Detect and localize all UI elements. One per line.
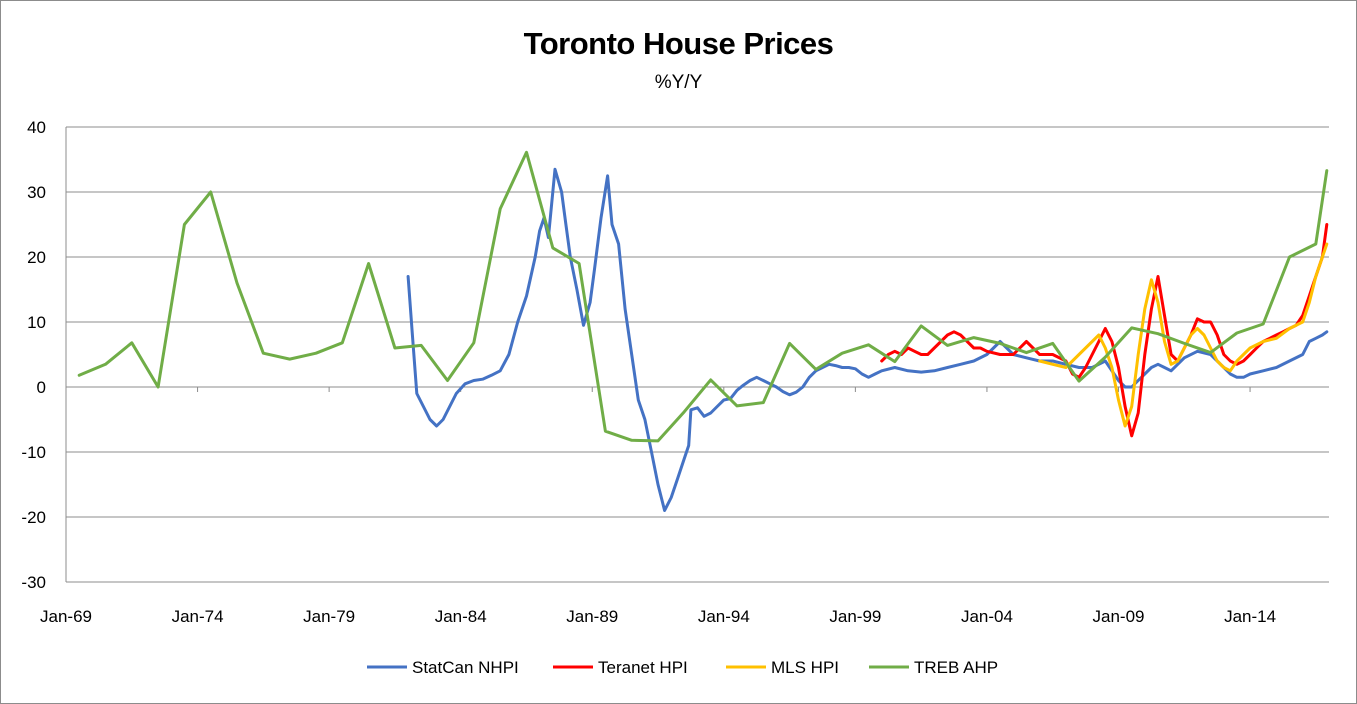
x-tick-label: Jan-74: [172, 607, 224, 626]
series-line-3: [77, 150, 1329, 443]
y-tick-label: 20: [27, 248, 46, 267]
y-tick-label: -30: [21, 573, 46, 592]
x-tick-label: Jan-04: [961, 607, 1013, 626]
x-tick-label: Jan-94: [698, 607, 750, 626]
series-line-2: [1038, 242, 1329, 428]
y-tick-label: 40: [27, 118, 46, 137]
y-tick-label: -10: [21, 443, 46, 462]
series-lines: [77, 150, 1329, 512]
legend-label: StatCan NHPI: [412, 658, 519, 677]
y-tick-label: -20: [21, 508, 46, 527]
x-tick-label: Jan-79: [303, 607, 355, 626]
axes: 40 30 20 10 0 -10 -20 -30 Jan-69 Jan-74 Jan-79 Jan-…: [21, 118, 1329, 626]
chart-subtitle: %Y/Y: [654, 72, 703, 93]
x-tick-label: Jan-14: [1224, 607, 1276, 626]
legend-label: TREB AHP: [914, 658, 998, 677]
x-tick-label: Jan-69: [40, 607, 92, 626]
y-tick-label: 10: [27, 313, 46, 332]
x-tick-label: Jan-09: [1093, 607, 1145, 626]
y-tick-label: 0: [37, 378, 46, 397]
x-tick-label: Jan-99: [829, 607, 881, 626]
legend-label: MLS HPI: [771, 658, 839, 677]
legend-label: Teranet HPI: [598, 658, 688, 677]
chart-title: Toronto House Prices: [523, 26, 834, 61]
x-tick-label: Jan-84: [435, 607, 487, 626]
x-tick-label: Jan-89: [566, 607, 618, 626]
series-line-1: [880, 223, 1329, 438]
y-tick-label: 30: [27, 183, 46, 202]
legend: StatCan NHPI Teranet HPI MLS HPI TREB AHP: [367, 658, 998, 677]
